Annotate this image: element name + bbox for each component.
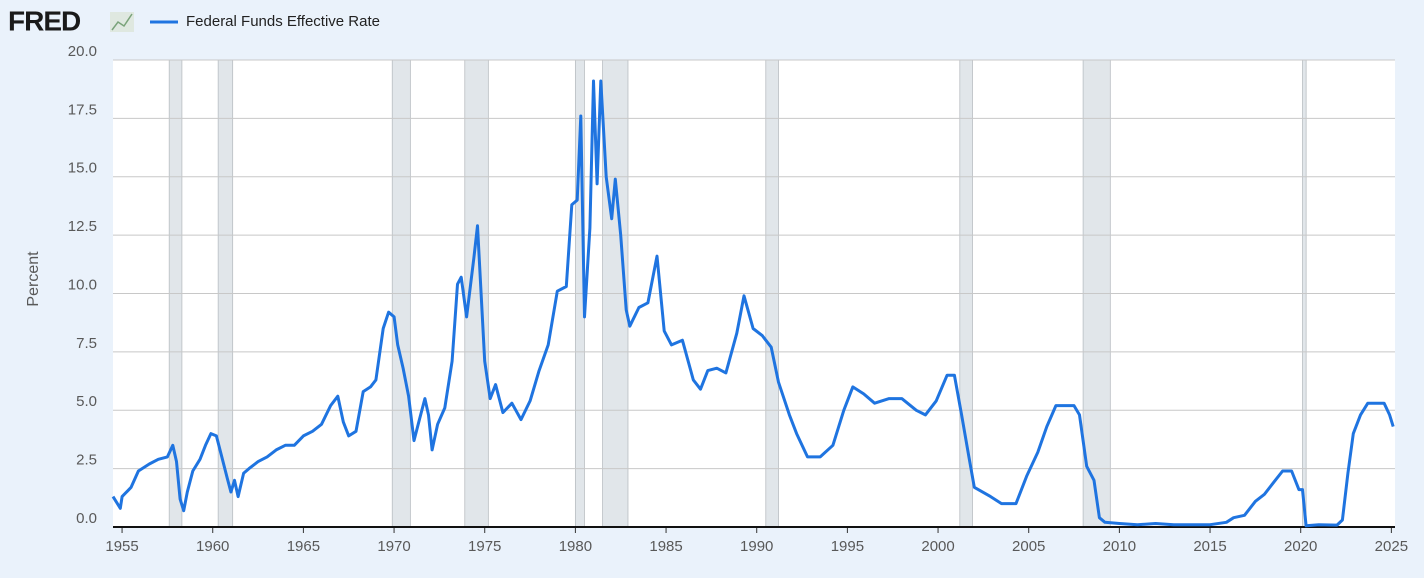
x-tick-label: 2010 <box>1103 538 1136 555</box>
logo-icon <box>110 12 134 32</box>
data-line <box>111 79 1395 528</box>
x-tick-label: 2025 <box>1375 538 1408 555</box>
y-tick-label: 0.0 <box>76 510 97 527</box>
y-tick-label: 7.5 <box>76 335 97 352</box>
x-tick-label: 2005 <box>1012 538 1045 555</box>
y-tick-label: 5.0 <box>76 393 97 410</box>
y-tick-label: 15.0 <box>68 160 97 177</box>
y-tick-label: 17.5 <box>68 101 97 118</box>
x-tick-label: 1980 <box>559 538 592 555</box>
x-tick-label: 1965 <box>287 538 320 555</box>
x-tick-label: 1995 <box>831 538 864 555</box>
x-tick-label: 2015 <box>1193 538 1226 555</box>
y-tick-label: 20.0 <box>68 43 97 60</box>
y-tick-label: 10.0 <box>68 276 97 293</box>
y-axis-label: Percent <box>25 251 42 307</box>
y-tick-label: 2.5 <box>76 452 97 469</box>
y-tick-label: 12.5 <box>68 218 97 235</box>
x-tick-label: 1970 <box>377 538 410 555</box>
x-tick-label: 2020 <box>1284 538 1317 555</box>
legend-label: Federal Funds Effective Rate <box>186 13 380 30</box>
x-tick-label: 2000 <box>921 538 954 555</box>
x-tick-label: 1975 <box>468 538 501 555</box>
x-tick-label: 1955 <box>105 538 138 555</box>
x-tick-label: 1990 <box>740 538 773 555</box>
x-tick-label: 1960 <box>196 538 229 555</box>
x-tick-label: 1985 <box>649 538 682 555</box>
brand-logo: FRED <box>8 5 81 36</box>
